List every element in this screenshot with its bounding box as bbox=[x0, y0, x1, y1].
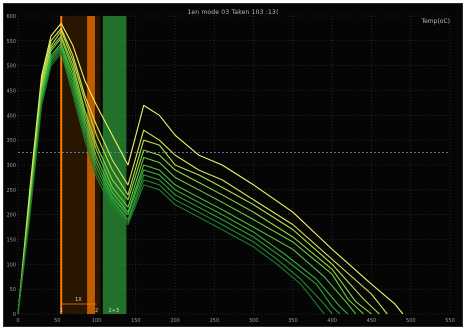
series-line bbox=[17, 52, 325, 315]
y-tick-label: 150 bbox=[6, 238, 16, 244]
x-tick-label: 500 bbox=[406, 318, 416, 324]
y-tick-label: 500 bbox=[6, 64, 16, 70]
x-tick-label: 100 bbox=[92, 318, 102, 324]
x-tick-label: 50 bbox=[54, 318, 60, 324]
series-line bbox=[17, 45, 349, 315]
band-orange bbox=[87, 16, 95, 314]
series-line bbox=[17, 30, 380, 315]
band-green bbox=[102, 16, 127, 314]
x-tick-label: 150 bbox=[131, 318, 141, 324]
x-tick-label: 250 bbox=[210, 318, 220, 324]
band-marker-label: 2+3 bbox=[109, 308, 120, 314]
x-tick-label: 200 bbox=[170, 318, 180, 324]
y-tick-label: 600 bbox=[6, 14, 16, 20]
y-tick-label: 350 bbox=[6, 138, 16, 144]
plot-area: 0 50 100 150 200 250 300 350 400 450 500 550 0 50 100 1… bbox=[6, 14, 454, 324]
x-tick-label: 450 bbox=[367, 318, 377, 324]
chart-panel: 1en mode 03 Taken 103 :13( Temp(oC) 0 50 1… bbox=[3, 3, 463, 327]
y-tick-label: 100 bbox=[6, 262, 16, 268]
y-tick-label: 450 bbox=[6, 89, 16, 95]
corner-label: Temp(oC) bbox=[421, 18, 450, 25]
x-tick-label: 300 bbox=[249, 318, 259, 324]
series-line bbox=[17, 35, 372, 315]
band-markers: 1X 1 2 2+3 bbox=[60, 297, 120, 314]
band-marker-label: 1 bbox=[60, 308, 63, 314]
y-tick-label: 50 bbox=[10, 287, 16, 293]
y-tick-label: 400 bbox=[6, 113, 16, 119]
series-line bbox=[17, 42, 357, 315]
series-line bbox=[17, 27, 388, 315]
y-tick-label: 250 bbox=[6, 188, 16, 194]
data-series bbox=[17, 22, 404, 315]
series-line bbox=[17, 37, 364, 315]
series-line bbox=[17, 50, 333, 315]
y-tick-label: 300 bbox=[6, 163, 16, 169]
x-tick-label: 550 bbox=[445, 318, 455, 324]
series-line bbox=[17, 47, 341, 315]
series-line bbox=[17, 22, 404, 315]
y-tick-label: 0 bbox=[13, 312, 16, 318]
x-tick-label: 400 bbox=[327, 318, 337, 324]
x-tick-label: 0 bbox=[16, 318, 19, 324]
x-tick-label: 350 bbox=[288, 318, 298, 324]
axis-ticks: 0 50 100 150 200 250 300 350 400 450 500 550 0 50 100 1… bbox=[6, 14, 454, 324]
y-tick-label: 200 bbox=[6, 213, 16, 219]
band-marker-label: 2 bbox=[95, 308, 98, 314]
band-marker-label: 1X bbox=[75, 297, 82, 303]
chart-title: 1en mode 03 Taken 103 :13( bbox=[187, 9, 279, 16]
y-tick-label: 550 bbox=[6, 39, 16, 45]
